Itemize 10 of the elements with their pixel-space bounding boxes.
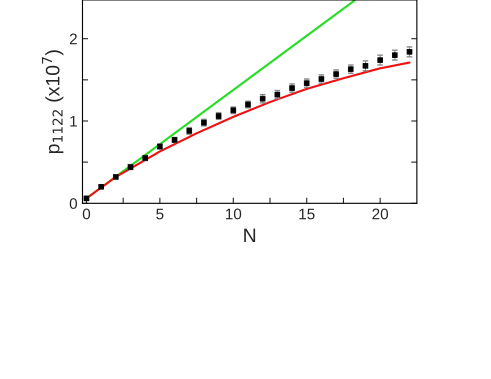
x-tick-label: 15 bbox=[299, 208, 315, 220]
x-axis-title: N bbox=[244, 228, 256, 242]
x-tick-label: 20 bbox=[372, 208, 388, 220]
x-tick-label: 10 bbox=[226, 208, 242, 220]
x-tick-label: 0 bbox=[82, 208, 90, 220]
y-tick-label: 2 bbox=[70, 34, 77, 44]
y-tick-label: 0 bbox=[70, 198, 78, 209]
x-tick-label: 5 bbox=[156, 208, 164, 220]
y-tick-label: 1 bbox=[70, 116, 77, 127]
y-axis-title: p$_{1122}$ (x10$^{7}$) bbox=[42, 50, 64, 154]
